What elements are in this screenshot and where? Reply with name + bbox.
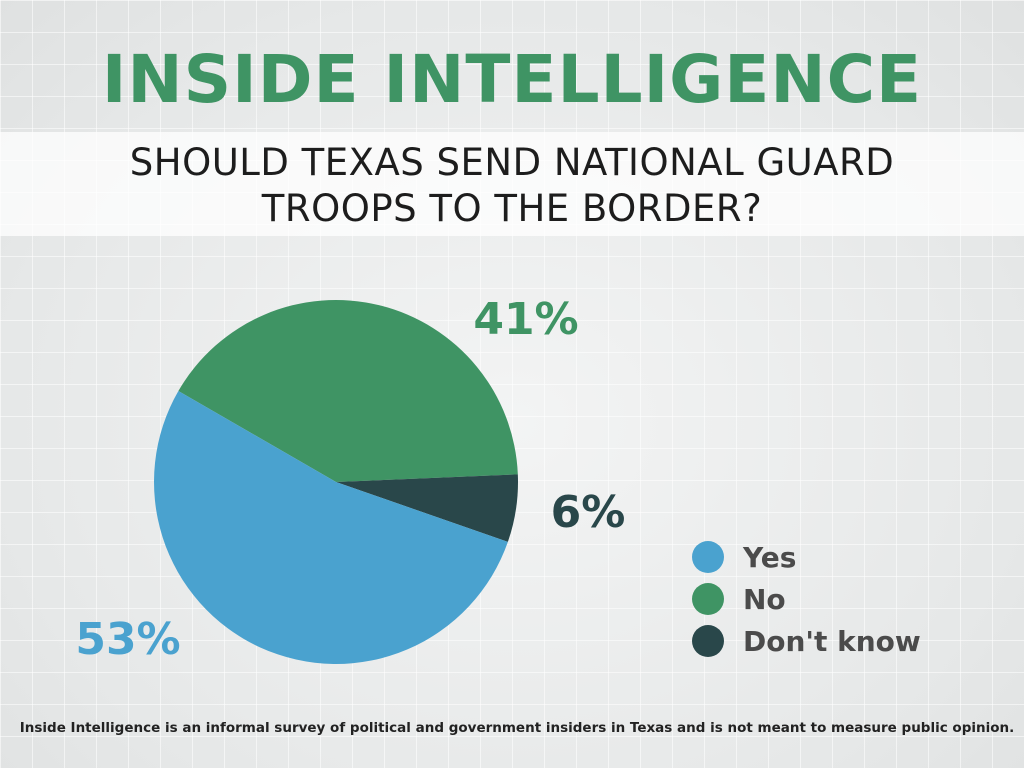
- legend-label-yes: Yes: [743, 540, 797, 574]
- chart-legend: Yes No Don't know: [692, 536, 921, 662]
- question-line-1: SHOULD TEXAS SEND NATIONAL GUARD: [129, 141, 895, 184]
- pie-slice-yes: [154, 391, 508, 664]
- legend-swatch-dont-know: [692, 625, 724, 657]
- value-label-dont-know: 6%: [551, 487, 626, 538]
- legend-item-no: No: [692, 578, 921, 620]
- question-band: [0, 132, 1024, 236]
- pie-slice-no: [178, 299, 518, 482]
- legend-item-yes: Yes: [692, 536, 921, 578]
- legend-swatch-no: [692, 583, 724, 615]
- question-line-2: TROOPS TO THE BORDER?: [261, 187, 763, 230]
- footnote: Inside Intelligence is an informal surve…: [19, 720, 1015, 736]
- pie-slice-dont-know: [336, 474, 518, 542]
- value-label-no: 41%: [473, 294, 578, 345]
- legend-item-dont-know: Don't know: [692, 620, 921, 662]
- legend-label-dont-know: Don't know: [743, 624, 921, 658]
- value-label-yes: 53%: [75, 614, 180, 665]
- legend-label-no: No: [743, 582, 786, 616]
- legend-swatch-yes: [692, 541, 724, 573]
- survey-question: SHOULD TEXAS SEND NATIONAL GUARD TROOPS …: [0, 140, 1024, 232]
- page-title: INSIDE INTELLIGENCE: [101, 41, 923, 118]
